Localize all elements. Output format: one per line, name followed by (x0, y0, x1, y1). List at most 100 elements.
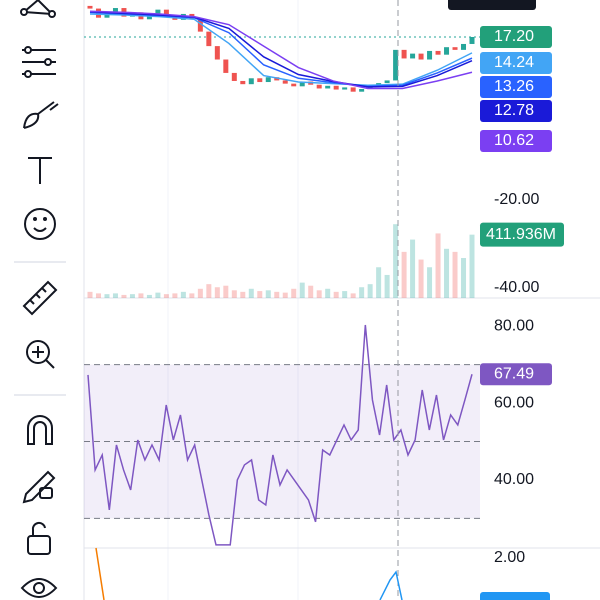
candle (197, 18, 203, 32)
candle (427, 50, 433, 60)
volume-bar (265, 290, 271, 298)
volume-bar (308, 285, 314, 298)
price-label: 10.62 (494, 132, 534, 149)
price-label-box (480, 26, 552, 48)
visibility-tool[interactable] (20, 578, 58, 598)
volume-bar (452, 251, 458, 298)
y-tick-label: 40.00 (494, 471, 534, 488)
y-tick-label: 2.00 (494, 549, 525, 566)
price-label-box (480, 100, 552, 122)
y-tick-label: -20.00 (494, 191, 539, 208)
volume-bar (163, 294, 169, 298)
candle (214, 46, 220, 60)
candle (401, 49, 407, 59)
volume-bar (469, 234, 475, 298)
unlock-tool[interactable] (27, 535, 51, 555)
volume-bar (206, 284, 212, 298)
toolbar (14, 0, 66, 598)
rsi-label: 67.49 (494, 365, 534, 382)
candle (359, 89, 365, 92)
candle (265, 77, 271, 83)
volume-bar (435, 233, 441, 298)
volume-bar (410, 239, 416, 298)
candle (367, 86, 373, 90)
candle (257, 78, 263, 83)
volume-bar (376, 267, 382, 298)
volume-bar (427, 267, 433, 298)
candle (223, 59, 229, 73)
volume-bar (333, 291, 339, 298)
rsi-band (84, 364, 480, 519)
volume-bar (282, 292, 288, 298)
y-tick-label: 60.00 (494, 394, 534, 411)
ruler-tool[interactable] (22, 280, 58, 316)
candle (231, 72, 237, 81)
moving-average (89, 13, 473, 87)
price-label-box (480, 52, 552, 74)
volume-bar (299, 282, 305, 298)
candle (469, 36, 475, 44)
candle (435, 50, 441, 55)
candle (333, 85, 339, 90)
text-tool[interactable] (28, 157, 52, 184)
volume-bar (350, 293, 356, 298)
volume-bar (223, 285, 229, 298)
volume-bar (172, 293, 178, 298)
volume-bar (444, 248, 450, 298)
candle (325, 85, 331, 89)
moving-average (89, 11, 473, 88)
candle (206, 31, 212, 47)
price-label: 13.26 (494, 78, 534, 95)
volume-bar (214, 287, 220, 298)
candle (384, 80, 390, 84)
volume-bar (359, 287, 365, 298)
volume-bar (95, 293, 101, 298)
volume-bar (121, 294, 127, 298)
volume-bar (87, 291, 93, 298)
price-label: 17.20 (494, 28, 534, 45)
candle (282, 80, 288, 84)
candle (274, 77, 280, 81)
brush-tool[interactable] (23, 101, 59, 129)
volume-bar (189, 293, 195, 298)
volume-bar (461, 258, 467, 298)
volume-bar (257, 291, 263, 298)
indicator-line (379, 570, 403, 600)
candle (291, 83, 297, 87)
volume-bar (316, 290, 322, 298)
volume-bar (197, 288, 203, 298)
zoom-tool[interactable] (26, 340, 50, 364)
price-label: 14.24 (494, 54, 534, 71)
candle (342, 87, 348, 90)
indicator-tag (480, 592, 550, 600)
candle (163, 9, 169, 16)
candle (104, 12, 110, 18)
candle (444, 47, 450, 55)
candle (410, 53, 416, 59)
candle (393, 49, 399, 81)
volume-bar (274, 291, 280, 298)
indicator-line (95, 547, 105, 600)
candle (316, 84, 322, 89)
volume-bar (146, 294, 152, 298)
candle (461, 43, 467, 50)
volume-bar (418, 259, 424, 298)
volume-bar (138, 293, 144, 298)
y-tick-label: -40.00 (494, 279, 539, 296)
moving-average (89, 10, 473, 90)
volume-bar (291, 288, 297, 298)
volume-bar (342, 291, 348, 298)
volume-bar (231, 290, 237, 298)
price-label-box (480, 76, 552, 98)
volume-bar (180, 291, 186, 298)
volume-bar (129, 294, 135, 298)
emoji-tool[interactable] (24, 208, 56, 240)
volume-bar (112, 293, 118, 298)
volume-label-box (480, 222, 564, 247)
price-label: 12.78 (494, 102, 534, 119)
magnet-tool[interactable] (27, 415, 53, 445)
candle (452, 47, 458, 50)
grid (167, 0, 299, 600)
volume-label: 411.936M (486, 226, 556, 243)
